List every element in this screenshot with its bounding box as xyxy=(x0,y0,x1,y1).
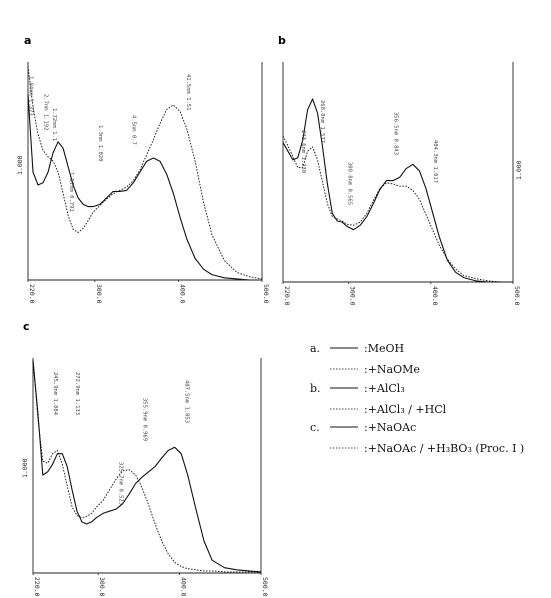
legend-label-meoh: :MeOH xyxy=(364,342,404,355)
panel-c-letter: c xyxy=(23,320,30,333)
legend-label-alcl3: :+AlCl₃ xyxy=(364,382,405,395)
panel-b-letter: b xyxy=(278,34,286,47)
dashed-series-line xyxy=(32,359,261,573)
peak-annotation: 1.3nm 1.020 xyxy=(97,125,103,161)
peak-annotation: 243.6nm 1.230 xyxy=(300,130,306,173)
peak-annotation: 268.0nm 1.577 xyxy=(319,100,325,143)
peak-annotation: 407.5nm 1.053 xyxy=(183,380,189,423)
x-tick-label: 220.0 xyxy=(283,286,291,306)
panel-c: c 1.000 220.0 300.0 400.0 500.0 245.9nm 1.08… xyxy=(21,320,269,597)
solid-series-line xyxy=(32,359,262,573)
x-tick-label: 400.0 xyxy=(178,284,186,304)
x-tick-label: 500.0 xyxy=(261,577,269,597)
peak-annotation: 2.7nm 1.192 xyxy=(43,94,49,130)
legend-group-a: a. xyxy=(310,342,320,355)
x-tick-label: 300.0 xyxy=(95,284,103,304)
peak-annotation: 1.57nm 0.791 xyxy=(68,172,74,212)
peak-annotation: 300.8nm 0.565 xyxy=(347,162,353,205)
peak-annotation: 1.72nm 1.1 xyxy=(51,108,57,141)
legend-label-naome: :+NaOMe xyxy=(364,363,420,376)
x-tick-label: 220.0 xyxy=(28,284,36,304)
x-tick-label: 220.0 xyxy=(33,577,41,597)
legend-group-b: b. xyxy=(310,382,321,395)
x-tick-label: 300.0 xyxy=(349,286,357,306)
legend-label-naoac-h3bo3: :+NaOAc / +H₃BO₃ (Proc. I ) xyxy=(364,442,524,455)
panel-a: a 1.000 220.0 300.0 400.0 500.0 1.84nm 1.373… xyxy=(16,34,270,304)
peak-annotation: 404.3nm 1.017 xyxy=(432,140,438,183)
x-tick-label: 400.0 xyxy=(431,286,439,306)
solid-series-line xyxy=(282,98,513,283)
legend: a. :MeOH :+NaOMe b. :+AlCl₃ :+AlCl₃ / +H… xyxy=(310,342,524,455)
peak-annotation: 356.5nm 0.843 xyxy=(393,112,399,155)
peak-annotation: 355.9nm 0.969 xyxy=(142,398,148,441)
dashed-series-line xyxy=(27,66,263,280)
panel-b: b 1.000 220.0 300.0 400.0 500.0 268.0nm 1.57… xyxy=(278,34,523,306)
peak-annotation: 1.84nm 1.373 xyxy=(28,76,34,116)
peak-annotation: 41.5nm 1.51 xyxy=(185,74,191,110)
legend-label-naoac: :+NaOAc xyxy=(364,421,416,434)
x-tick-label: 500.0 xyxy=(262,284,270,304)
peak-annotation: 4.5nm 0.7 xyxy=(130,115,136,145)
peak-annotation: 325.7nm 0.523 xyxy=(117,462,123,505)
x-tick-label: 400.0 xyxy=(180,577,188,597)
panel-a-y-tick-label: 1.000 xyxy=(16,155,24,175)
panel-a-letter: a xyxy=(24,34,31,47)
dashed-series-line xyxy=(282,135,513,283)
panel-b-y-tick-label: 1.000 xyxy=(515,160,523,180)
x-tick-label: 300.0 xyxy=(98,577,106,597)
legend-group-c: c. xyxy=(310,421,320,434)
peak-annotation: 245.9nm 1.084 xyxy=(52,372,58,416)
legend-label-alcl3-hcl: :+AlCl₃ / +HCl xyxy=(364,403,447,416)
peak-annotation: 272.9nm 1.133 xyxy=(74,372,80,415)
x-tick-label: 500.0 xyxy=(513,286,521,306)
solid-series-line xyxy=(27,94,262,281)
panel-c-y-tick-label: 1.000 xyxy=(21,458,29,478)
